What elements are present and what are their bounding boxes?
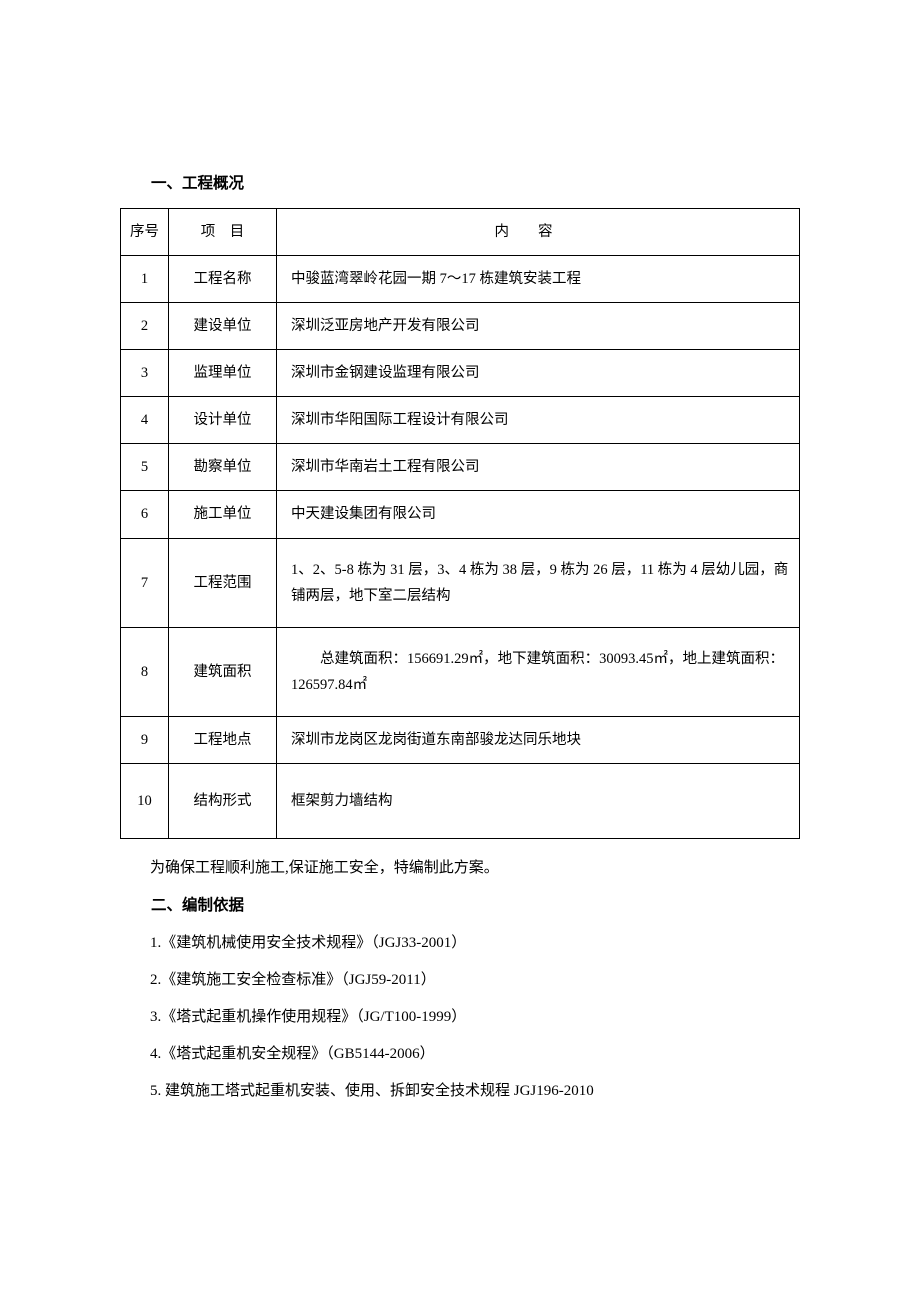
row-content: 深圳泛亚房地产开发有限公司: [277, 303, 800, 350]
project-info-table: 序号 项 目 内容 1 工程名称 中骏蓝湾翠岭花园一期 7～17 栋建筑安装工程…: [120, 208, 800, 839]
list-item-4: 4.《塔式起重机安全规程》（GB5144-2006）: [120, 1041, 800, 1068]
row-seq: 4: [121, 397, 169, 444]
row-item: 施工单位: [169, 491, 277, 538]
row-item: 工程范围: [169, 538, 277, 627]
row-item: 工程地点: [169, 716, 277, 763]
row-item: 结构形式: [169, 764, 277, 839]
row-seq: 9: [121, 716, 169, 763]
row-item: 建筑面积: [169, 627, 277, 716]
table-row: 10 结构形式 框架剪力墙结构: [121, 764, 800, 839]
row-seq: 6: [121, 491, 169, 538]
row-seq: 10: [121, 764, 169, 839]
table-row: 5 勘察单位 深圳市华南岩土工程有限公司: [121, 444, 800, 491]
table-row: 4 设计单位 深圳市华阳国际工程设计有限公司: [121, 397, 800, 444]
table-row: 6 施工单位 中天建设集团有限公司: [121, 491, 800, 538]
row-seq: 7: [121, 538, 169, 627]
header-seq: 序号: [121, 208, 169, 255]
table-row: 9 工程地点 深圳市龙岗区龙岗街道东南部骏龙达同乐地块: [121, 716, 800, 763]
list-item-1: 1.《建筑机械使用安全技术规程》（JGJ33-2001）: [120, 930, 800, 957]
row-seq: 1: [121, 255, 169, 302]
list-item-5: 5. 建筑施工塔式起重机安装、使用、拆卸安全技术规程 JGJ196-2010: [120, 1078, 800, 1105]
row-content: 深圳市龙岗区龙岗街道东南部骏龙达同乐地块: [277, 716, 800, 763]
row-content: 深圳市华南岩土工程有限公司: [277, 444, 800, 491]
row-seq: 2: [121, 303, 169, 350]
row-item: 设计单位: [169, 397, 277, 444]
list-item-3: 3.《塔式起重机操作使用规程》（JG/T100-1999）: [120, 1004, 800, 1031]
header-content: 内容: [277, 208, 800, 255]
table-row: 1 工程名称 中骏蓝湾翠岭花园一期 7～17 栋建筑安装工程: [121, 255, 800, 302]
row-item: 监理单位: [169, 350, 277, 397]
row-content: 深圳市华阳国际工程设计有限公司: [277, 397, 800, 444]
row-item: 工程名称: [169, 255, 277, 302]
row-seq: 5: [121, 444, 169, 491]
table-row: 3 监理单位 深圳市金钢建设监理有限公司: [121, 350, 800, 397]
row-content: 深圳市金钢建设监理有限公司: [277, 350, 800, 397]
section2-title: 二、编制依据: [120, 892, 800, 920]
table-header-row: 序号 项 目 内容: [121, 208, 800, 255]
list-item-2: 2.《建筑施工安全检查标准》（JGJ59-2011）: [120, 967, 800, 994]
row-content: 中天建设集团有限公司: [277, 491, 800, 538]
row-item: 勘察单位: [169, 444, 277, 491]
body-text-1: 为确保工程顺利施工,保证施工安全，特编制此方案。: [120, 855, 800, 882]
table-row: 7 工程范围 1、2、5-8 栋为 31 层，3、4 栋为 38 层，9 栋为 …: [121, 538, 800, 627]
section1-title: 一、工程概况: [120, 170, 800, 198]
row-content: 1、2、5-8 栋为 31 层，3、4 栋为 38 层，9 栋为 26 层，11…: [277, 538, 800, 627]
table-row: 2 建设单位 深圳泛亚房地产开发有限公司: [121, 303, 800, 350]
row-item: 建设单位: [169, 303, 277, 350]
table-row: 8 建筑面积 总建筑面积：156691.29㎡，地下建筑面积：30093.45㎡…: [121, 627, 800, 716]
row-seq: 8: [121, 627, 169, 716]
header-item: 项 目: [169, 208, 277, 255]
row-seq: 3: [121, 350, 169, 397]
row-content: 总建筑面积：156691.29㎡，地下建筑面积：30093.45㎡，地上建筑面积…: [277, 627, 800, 716]
row-content: 框架剪力墙结构: [277, 764, 800, 839]
row-content: 中骏蓝湾翠岭花园一期 7～17 栋建筑安装工程: [277, 255, 800, 302]
